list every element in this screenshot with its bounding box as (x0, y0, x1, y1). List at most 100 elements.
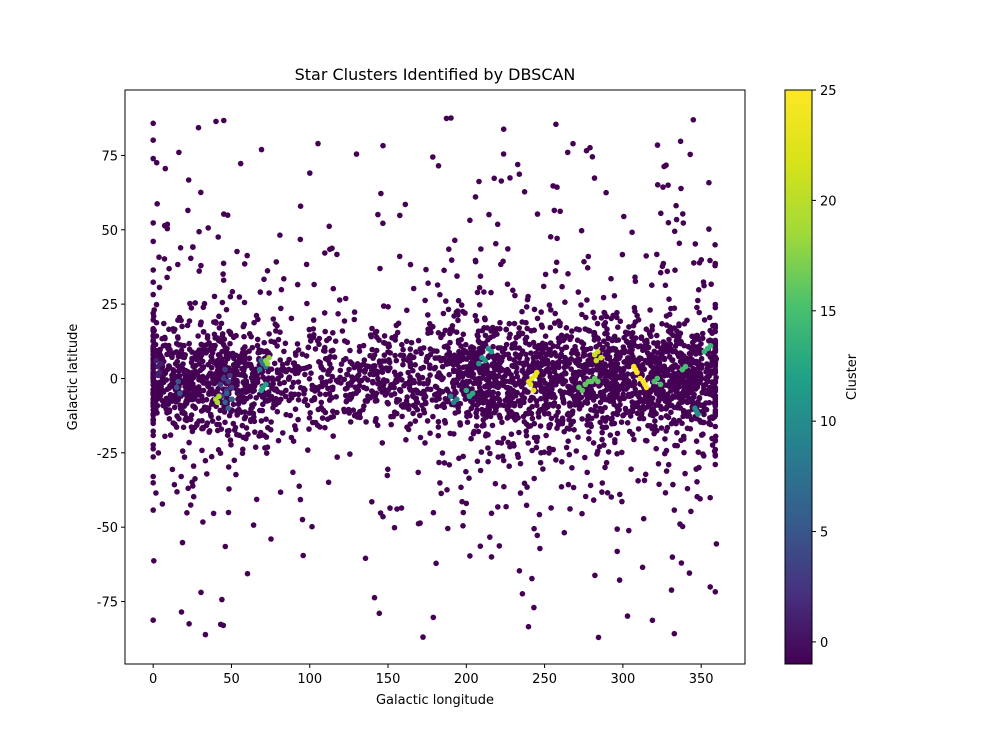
noise-point (164, 274, 170, 281)
noise-point (254, 336, 261, 343)
noise-point (485, 399, 492, 405)
noise-point (673, 333, 680, 340)
noise-point (375, 375, 381, 382)
noise-point (436, 459, 442, 466)
noise-point (707, 415, 713, 421)
noise-point (692, 386, 699, 392)
noise-point (206, 429, 212, 435)
noise-point (472, 257, 479, 264)
noise-point (619, 370, 625, 377)
noise-point (430, 509, 437, 516)
noise-point (495, 390, 501, 397)
noise-point (322, 355, 329, 362)
noise-point (507, 175, 513, 181)
noise-point (274, 343, 280, 349)
noise-point (257, 289, 264, 295)
noise-point (231, 427, 238, 433)
noise-point (173, 340, 180, 347)
noise-point (189, 355, 195, 362)
noise-point (634, 410, 641, 417)
noise-point (619, 498, 625, 505)
noise-point (658, 389, 665, 396)
noise-point (586, 429, 592, 435)
noise-point (150, 361, 156, 368)
noise-point (306, 363, 313, 370)
noise-point (268, 536, 274, 542)
noise-point (396, 253, 403, 260)
noise-point (230, 420, 237, 427)
noise-point (517, 402, 523, 409)
noise-point (453, 329, 460, 336)
noise-point (546, 302, 553, 308)
noise-point (436, 370, 442, 376)
noise-point (443, 298, 449, 304)
noise-point (680, 374, 686, 381)
noise-point (150, 432, 156, 439)
noise-point (681, 449, 687, 456)
noise-point (612, 356, 619, 363)
cluster-point (175, 378, 181, 385)
noise-point (660, 184, 666, 190)
noise-point (281, 276, 287, 282)
noise-point (268, 419, 274, 425)
noise-point (407, 261, 414, 268)
noise-point (482, 332, 489, 339)
noise-point (438, 357, 444, 364)
noise-point (557, 388, 564, 394)
noise-point (521, 480, 528, 487)
noise-point (150, 120, 156, 127)
noise-point (510, 441, 517, 447)
noise-point (472, 312, 479, 319)
noise-point (363, 419, 369, 425)
noise-point (175, 353, 182, 360)
noise-point (689, 397, 695, 404)
noise-point (223, 306, 230, 313)
noise-point (512, 340, 518, 347)
noise-point (688, 416, 695, 423)
noise-point (516, 355, 523, 361)
noise-point (437, 480, 443, 486)
noise-point (169, 354, 175, 361)
colorbar (784, 89, 813, 665)
noise-point (496, 543, 503, 549)
cluster-point (654, 375, 661, 382)
noise-point (640, 515, 647, 522)
noise-point (380, 381, 387, 388)
noise-point (574, 351, 581, 357)
noise-point (433, 391, 439, 397)
noise-point (508, 431, 515, 438)
noise-point (330, 330, 336, 336)
noise-point (696, 395, 703, 402)
noise-point (257, 407, 263, 414)
noise-point (452, 237, 458, 244)
noise-point (594, 409, 600, 415)
noise-point (235, 396, 241, 402)
noise-point (174, 358, 181, 365)
noise-point (181, 454, 188, 460)
noise-point (261, 339, 268, 346)
noise-point (596, 444, 603, 450)
noise-point (608, 494, 615, 500)
noise-point (325, 479, 332, 486)
noise-point (278, 372, 284, 379)
noise-point (563, 370, 569, 377)
noise-point (187, 502, 194, 508)
noise-point (496, 412, 503, 419)
noise-point (510, 287, 516, 294)
noise-point (463, 468, 469, 475)
noise-point (191, 404, 198, 410)
noise-point (659, 321, 665, 327)
noise-point (665, 182, 671, 188)
noise-point (247, 393, 253, 400)
noise-point (538, 395, 544, 402)
noise-point (337, 367, 344, 374)
noise-point (569, 465, 575, 471)
noise-point (351, 309, 358, 315)
noise-point (592, 403, 599, 410)
noise-point (375, 380, 381, 387)
cluster-point (476, 360, 482, 367)
noise-point (241, 354, 248, 360)
noise-point (556, 420, 562, 426)
noise-point (372, 330, 379, 336)
noise-point (679, 399, 686, 406)
